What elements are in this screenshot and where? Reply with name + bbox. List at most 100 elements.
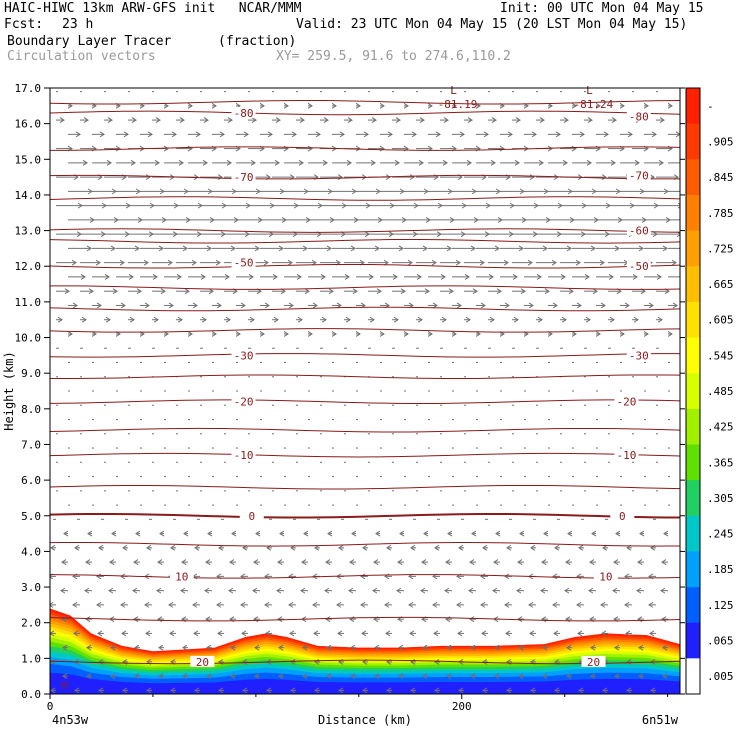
wind-vector-head	[160, 288, 166, 295]
isotherm-label-bg	[231, 171, 256, 183]
colorbar-label: .725	[707, 242, 734, 255]
wind-vector-head	[579, 131, 585, 138]
wind-vector-head	[71, 259, 77, 266]
colorbar-label: .305	[707, 492, 734, 505]
wind-vector-head	[539, 117, 545, 124]
wind-vector-head	[81, 316, 87, 323]
wind-vector-head	[50, 601, 54, 608]
wind-vector-head	[180, 587, 186, 594]
wind-vector-head	[348, 587, 354, 594]
isotherm-label-bg	[231, 449, 256, 461]
wind-vector-head	[170, 544, 176, 551]
wind-vector-head	[518, 245, 524, 252]
wind-vector-head	[194, 687, 200, 694]
valid-time: Valid: 23 UTC Mon 04 May 15 (20 LST Mon …	[296, 17, 688, 32]
wind-vector-head	[224, 274, 230, 280]
wind-vector-head	[516, 587, 522, 594]
wind-vector-head	[506, 687, 512, 694]
wind-vector-head	[176, 274, 182, 280]
isotherm-label-bg	[581, 655, 606, 667]
wind-vector-head	[206, 644, 212, 651]
wind-vector-head	[226, 159, 232, 166]
wind-vector-head	[578, 544, 584, 551]
wind-vector-head	[177, 316, 183, 323]
isotherm-label-bg	[626, 260, 651, 272]
colorbar-swatch	[686, 301, 700, 339]
low-value: -81.19	[438, 98, 478, 111]
wind-vector-head	[112, 288, 118, 295]
isotherm-label: -70	[629, 169, 649, 182]
wind-vector-head	[171, 131, 177, 138]
colorbar-label: .185	[707, 563, 734, 576]
wind-vector-head	[302, 644, 308, 651]
wind-vector-head	[552, 573, 558, 580]
wind-vector-head	[278, 644, 284, 651]
wind-vector-head	[298, 159, 304, 166]
y-tick-label: 3.0	[21, 581, 41, 594]
wind-vector-head	[379, 331, 385, 337]
colorbar-label: .545	[707, 349, 734, 362]
wind-vector-head	[408, 601, 414, 608]
wind-vector-head	[191, 259, 197, 266]
wind-vector-head	[619, 102, 625, 109]
wind-vector-head	[211, 102, 217, 109]
wind-vector-head	[434, 544, 440, 551]
wind-vector-head	[336, 302, 342, 309]
wind-vector-head	[544, 288, 550, 295]
wind-vector-head	[178, 159, 184, 166]
isotherm-label: -50	[629, 260, 649, 273]
plot-frame	[49, 87, 681, 695]
wind-vector-head	[98, 658, 104, 665]
wind-vector-head	[547, 102, 553, 109]
wind-vector-head	[483, 131, 489, 138]
wind-vector-head	[291, 131, 297, 138]
wind-vector-head	[339, 131, 345, 138]
colorbar-swatch	[686, 159, 700, 196]
wind-vector-head	[588, 587, 594, 594]
wind-vector-head	[98, 687, 104, 694]
wind-vector-head	[565, 559, 571, 566]
wind-vector-head	[587, 117, 593, 124]
wind-vector-head	[636, 587, 642, 594]
wind-vector-head	[278, 245, 284, 252]
wind-vector-head	[441, 316, 447, 323]
wind-vector-head	[248, 274, 254, 280]
wind-vector-head	[110, 673, 116, 680]
wind-vector-head	[530, 687, 536, 694]
wind-vector-head	[255, 530, 261, 537]
wind-vector-head	[372, 587, 378, 594]
wind-vector-head	[493, 559, 499, 566]
wind-vector-head	[230, 245, 236, 252]
wind-vector-head	[302, 673, 308, 680]
wind-vector-head	[337, 174, 343, 181]
wind-vector-head	[182, 673, 188, 680]
wind-vector-head	[417, 316, 423, 323]
colorbar-swatch	[686, 587, 700, 624]
wind-vector-head	[385, 630, 391, 637]
wind-vector-head	[307, 102, 313, 109]
colorbar-label: .485	[707, 385, 734, 398]
wind-vector-head	[514, 159, 520, 166]
wind-vector-head	[554, 544, 560, 551]
wind-vector-head	[494, 673, 500, 680]
wind-vector-head	[602, 687, 608, 694]
wind-vector-head	[681, 274, 685, 279]
wind-vector-head	[576, 302, 582, 309]
wind-vector-head	[120, 601, 126, 608]
colorbar-swatch	[686, 266, 700, 303]
wind-vector-head	[386, 544, 392, 551]
wind-vector-head	[448, 288, 454, 295]
x-right-endpoint: 6n51w	[642, 713, 679, 727]
wind-vector-head	[470, 644, 476, 651]
wind-vector-head	[288, 601, 294, 608]
wind-vector-head	[458, 687, 464, 694]
wind-vector-head	[129, 316, 135, 323]
wind-vector-head	[395, 117, 401, 124]
wind-vector-head	[86, 245, 92, 252]
wind-vector-head	[504, 573, 510, 580]
wind-vector-head	[447, 530, 453, 537]
wind-vector-head	[145, 174, 151, 181]
isotherm-label: -10	[617, 449, 637, 462]
wind-vector-head	[326, 644, 332, 651]
wind-vector-head	[337, 630, 343, 637]
